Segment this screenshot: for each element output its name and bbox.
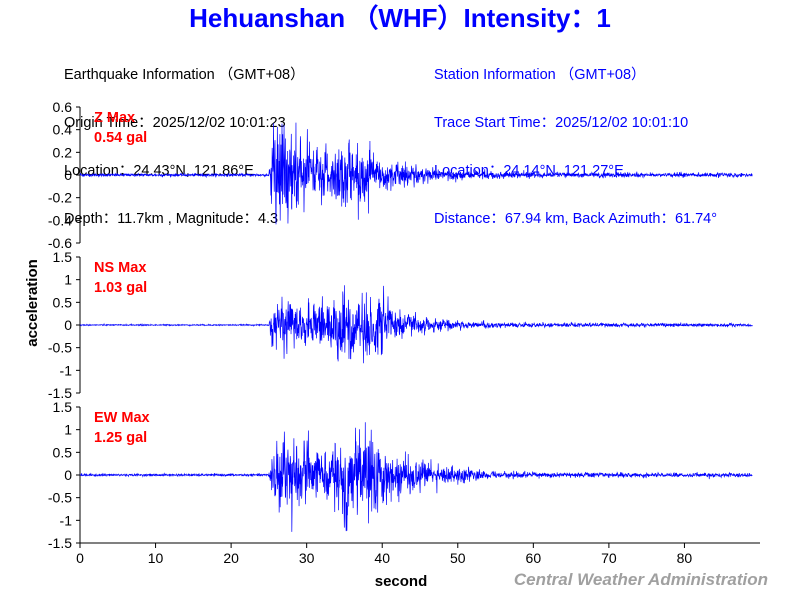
y-tick-label: 0.2 <box>53 144 73 160</box>
y-tick-label: 0.6 <box>53 99 73 115</box>
y-tick-label: -1.5 <box>48 385 72 401</box>
station-info: Station Information （GMT+08） Trace Start… <box>434 35 717 243</box>
y-tick-label: -1.5 <box>48 535 72 551</box>
earthquake-info: Earthquake Information （GMT+08） Origin T… <box>64 35 305 243</box>
y-tick-label: -1 <box>60 362 73 378</box>
max-value-ew: 1.25 gal <box>94 430 147 446</box>
y-tick-label: 1 <box>64 272 72 288</box>
station-info-heading: Station Information （GMT+08） <box>434 67 646 83</box>
depth-magnitude: Depth：11.7km , Magnitude：4.3 <box>64 211 279 227</box>
max-label-z: Z Max <box>94 110 135 126</box>
agency-footer: Central Weather Administration <box>513 570 768 589</box>
max-label-ns: NS Max <box>94 260 146 276</box>
y-tick-label: 0.4 <box>53 122 73 138</box>
x-tick-label: 60 <box>526 550 542 566</box>
x-tick-label: 70 <box>601 550 617 566</box>
earthquake-info-heading: Earthquake Information （GMT+08） <box>64 67 305 83</box>
x-tick-label: 40 <box>374 550 390 566</box>
y-tick-label: -0.5 <box>48 340 72 356</box>
y-axis-label: acceleration <box>24 259 41 347</box>
y-tick-label: 0.5 <box>53 444 73 460</box>
y-tick-label: 1.5 <box>53 399 73 415</box>
max-value-z: 0.54 gal <box>94 130 147 146</box>
chart-title: Hehuanshan （WHF）Intensity：1 <box>189 3 611 33</box>
x-tick-label: 50 <box>450 550 466 566</box>
origin-time: Origin Time：2025/12/02 10:01:23 <box>64 115 286 131</box>
y-tick-label: -0.2 <box>48 190 72 206</box>
x-tick-label: 20 <box>223 550 239 566</box>
y-tick-label: 1 <box>64 422 72 438</box>
distance-azimuth: Distance：67.94 km, Back Azimuth：61.74° <box>434 211 718 227</box>
max-value-ns: 1.03 gal <box>94 280 147 296</box>
y-tick-label: -0.6 <box>48 235 72 251</box>
max-label-ew: EW Max <box>94 410 150 426</box>
trace-start-time: Trace Start Time：2025/12/02 10:01:10 <box>434 115 689 131</box>
y-tick-label: -0.5 <box>48 490 72 506</box>
y-tick-label: 0 <box>64 167 72 183</box>
x-tick-label: 30 <box>299 550 315 566</box>
waveform-ns <box>79 285 753 364</box>
y-tick-label: 1.5 <box>53 249 73 265</box>
x-axis-label: second <box>375 573 428 590</box>
waveform-z <box>79 122 753 225</box>
y-tick-label: -1 <box>60 512 73 528</box>
x-tick-label: 0 <box>76 550 84 566</box>
waveform-ew <box>79 422 753 532</box>
y-tick-label: -0.4 <box>48 212 72 228</box>
y-tick-label: 0 <box>64 317 72 333</box>
x-tick-label: 10 <box>148 550 164 566</box>
y-tick-label: 0 <box>64 467 72 483</box>
y-tick-label: 0.5 <box>53 294 73 310</box>
x-tick-label: 80 <box>677 550 693 566</box>
